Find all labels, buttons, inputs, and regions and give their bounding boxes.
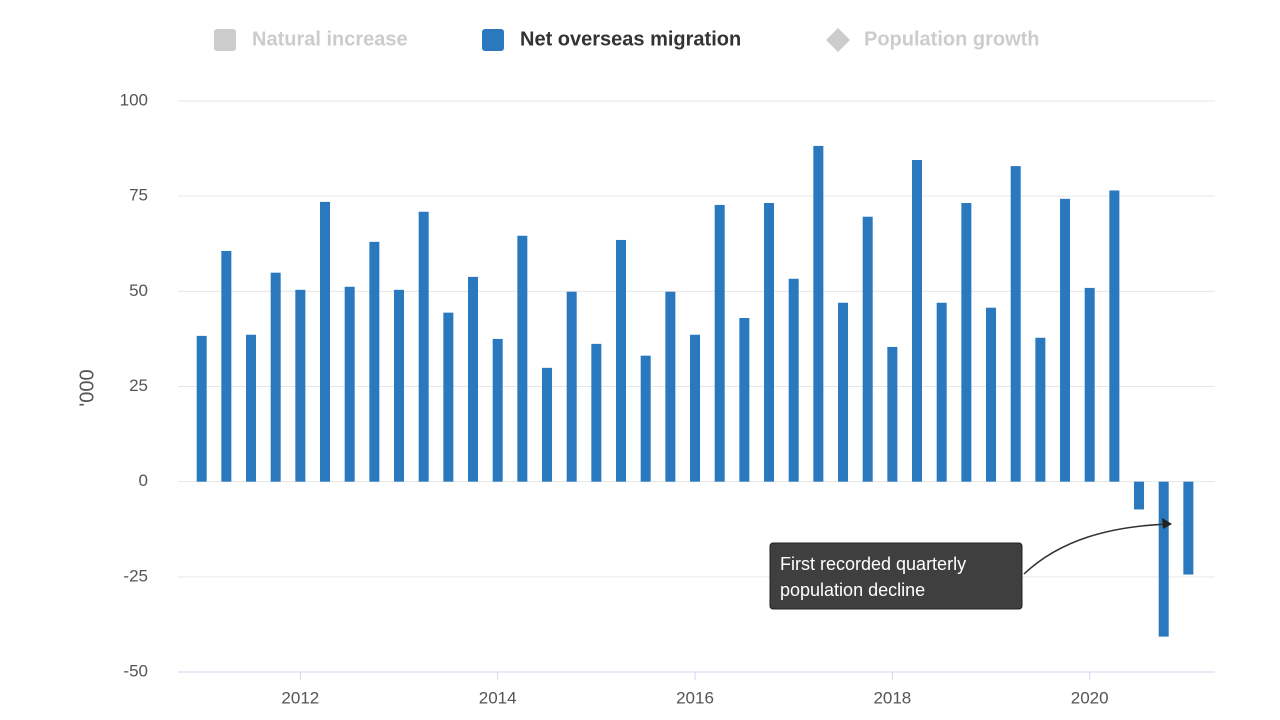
bar	[1010, 166, 1021, 482]
bar	[640, 355, 651, 482]
legend-label: Net overseas migration	[520, 28, 741, 50]
y-axis-label: '000	[76, 369, 98, 406]
legend-label: Natural increase	[252, 28, 408, 50]
bar	[788, 278, 799, 482]
bar	[887, 346, 898, 482]
legend-marker	[482, 29, 504, 51]
y-tick-label: 25	[129, 376, 148, 395]
bar	[591, 343, 602, 482]
y-tick-label: -25	[123, 566, 148, 585]
bar	[369, 241, 380, 482]
y-tick-label: 100	[120, 90, 148, 109]
annotation-text: population decline	[780, 580, 925, 600]
bar	[690, 334, 701, 482]
legend-item[interactable]: Net overseas migration	[482, 28, 741, 51]
bar	[813, 145, 824, 482]
x-tick-label: 2020	[1071, 688, 1109, 707]
bar	[739, 317, 750, 482]
x-tick-label: 2014	[479, 688, 517, 707]
bar	[246, 334, 257, 482]
annotation-text: First recorded quarterly	[780, 554, 966, 574]
y-tick-label: -50	[123, 661, 148, 680]
bar	[961, 203, 972, 482]
annotation-box	[769, 542, 1023, 610]
bar	[1084, 287, 1095, 482]
bar	[1060, 198, 1071, 482]
bar	[1035, 337, 1046, 482]
bar	[912, 160, 923, 482]
bar	[418, 211, 429, 482]
bar	[443, 312, 454, 482]
bar	[665, 291, 676, 482]
bar	[344, 286, 355, 482]
bar	[320, 201, 331, 482]
bar	[270, 272, 281, 482]
bar	[714, 204, 725, 482]
legend-marker	[826, 28, 850, 52]
bar	[468, 276, 479, 482]
bar	[394, 289, 405, 482]
x-tick-label: 2012	[281, 688, 319, 707]
bar	[542, 367, 553, 482]
bar	[517, 235, 528, 482]
bar	[1134, 481, 1145, 510]
bar	[838, 302, 849, 482]
legend-item[interactable]: Population growth	[826, 28, 1040, 52]
bar	[936, 302, 947, 482]
bar	[1109, 190, 1120, 482]
y-tick-label: 0	[139, 471, 148, 490]
y-tick-label: 50	[129, 281, 148, 300]
legend-marker	[214, 29, 236, 51]
bar	[295, 289, 306, 482]
bar	[862, 216, 873, 482]
annotation-arrowhead	[1162, 518, 1172, 529]
x-tick-label: 2016	[676, 688, 714, 707]
y-tick-label: 75	[129, 186, 148, 205]
x-tick-label: 2018	[873, 688, 911, 707]
bar	[1158, 481, 1169, 637]
bar	[492, 338, 503, 482]
bar	[616, 239, 627, 482]
legend-item[interactable]: Natural increase	[214, 28, 408, 51]
legend-label: Population growth	[864, 28, 1040, 50]
bar	[764, 203, 775, 482]
bar	[986, 307, 997, 482]
annotation-connector	[1023, 523, 1171, 575]
bar	[566, 291, 577, 482]
bar	[196, 335, 207, 482]
bar	[221, 250, 232, 482]
bar	[1183, 481, 1194, 575]
